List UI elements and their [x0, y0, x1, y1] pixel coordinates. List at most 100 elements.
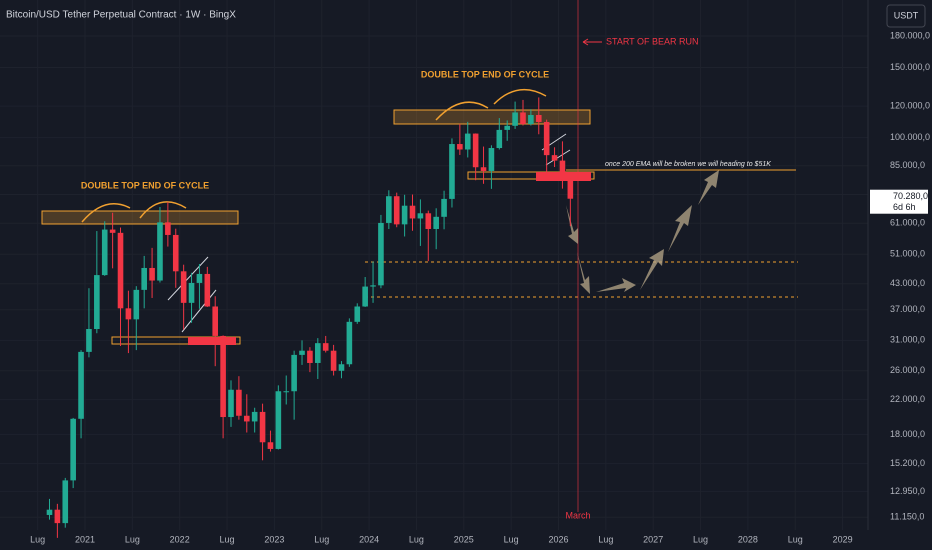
- x-tick-label: Lug: [788, 534, 803, 544]
- candle-body: [283, 391, 290, 393]
- candle-body: [125, 308, 132, 320]
- candle-body: [78, 351, 84, 419]
- x-tick-label: 2028: [738, 534, 758, 544]
- zone-red: [188, 337, 236, 345]
- candle-body: [165, 222, 171, 235]
- x-tick-label: Lug: [314, 534, 329, 544]
- candle-body: [204, 273, 211, 307]
- candle-body: [157, 222, 163, 281]
- arrow: [698, 170, 719, 205]
- candle-body: [188, 282, 195, 303]
- projection-arrows: [566, 170, 719, 294]
- arc: [435, 88, 547, 121]
- y-tick-label: 120.000,0: [890, 101, 930, 111]
- candle-body: [275, 391, 282, 449]
- arrow: [640, 249, 664, 290]
- candles: [46, 97, 574, 538]
- y-tick-label: 37.000,0: [890, 304, 925, 314]
- candle-body: [94, 275, 100, 330]
- candle-body: [354, 306, 361, 322]
- y-tick-label: 180.000,0: [890, 30, 930, 40]
- x-tick-label: 2022: [170, 534, 190, 544]
- x-tick-label: 2024: [359, 534, 379, 544]
- x-tick-label: 2023: [264, 534, 284, 544]
- y-tick-label: 61.000,0: [890, 218, 925, 228]
- currency-label[interactable]: USDT: [894, 10, 919, 20]
- candle-body: [433, 216, 439, 229]
- candle-body: [299, 350, 305, 355]
- chart-title: Bitcoin/USD Tether Perpetual Contract · …: [6, 10, 236, 21]
- candle-body: [543, 121, 550, 156]
- currency-button[interactable]: [886, 4, 926, 28]
- candle-body: [338, 364, 345, 371]
- candle-body: [504, 125, 511, 130]
- x-tick-label: 2026: [548, 534, 568, 544]
- x-tick-label: Lug: [30, 534, 45, 544]
- arrow: [582, 38, 589, 46]
- candle-body: [86, 329, 92, 352]
- countdown: 6d 6h: [893, 202, 916, 212]
- candle-body: [464, 133, 471, 150]
- candle-body: [480, 167, 487, 171]
- y-tick-label: 43.000,0: [890, 278, 925, 288]
- candle-body: [346, 321, 353, 365]
- zone-box: [393, 109, 591, 125]
- candle-body: [149, 267, 155, 281]
- channel: [167, 256, 217, 333]
- candle-body: [101, 229, 108, 276]
- time-axis: Lug 2021 Lug 2022 Lug 2023 Lug 2024 Lug 2025 Lug 20…: [30, 534, 852, 544]
- candle-body: [449, 144, 455, 199]
- candle-body: [425, 213, 432, 229]
- y-tick-label: 51.000,0: [890, 249, 925, 259]
- march-label: March: [565, 510, 590, 520]
- arrow: [596, 278, 636, 292]
- candle-body: [551, 155, 558, 161]
- x-tick-label: 2025: [454, 534, 474, 544]
- arrow: [577, 252, 590, 294]
- annotation: DOUBLE TOP END OF CYCLE: [421, 69, 549, 79]
- candle-body: [228, 389, 234, 418]
- x-tick-label: 2027: [643, 534, 663, 544]
- candle-body: [315, 343, 321, 363]
- y-tick-label: 31.000,0: [890, 335, 925, 345]
- candle-body: [307, 350, 313, 363]
- candle-body: [370, 285, 376, 287]
- x-tick-label: Lug: [693, 534, 708, 544]
- candle-body: [133, 289, 140, 320]
- candle-body: [457, 144, 463, 150]
- candle-body: [528, 115, 534, 125]
- y-tick-label: 100.000,0: [890, 132, 930, 142]
- candle-body: [393, 196, 400, 225]
- candle-body: [441, 198, 447, 217]
- y-tick-label: 26.000,0: [890, 365, 925, 375]
- x-tick-label: 2029: [833, 534, 853, 544]
- candle-body: [109, 229, 116, 233]
- candle-body: [401, 205, 408, 225]
- candle-body: [141, 267, 147, 290]
- x-tick-label: Lug: [220, 534, 235, 544]
- x-tick-label: Lug: [504, 534, 519, 544]
- candle-body: [259, 411, 266, 443]
- zone-box: [467, 171, 595, 180]
- candle-body: [322, 343, 329, 351]
- y-tick-label: 12.950,0: [890, 486, 925, 496]
- arc: [81, 201, 187, 223]
- candle-body: [472, 133, 479, 168]
- candle-body: [62, 480, 69, 524]
- candle-body: [243, 415, 250, 422]
- candle-body: [70, 418, 76, 481]
- y-tick-label: 15.200,0: [890, 458, 925, 468]
- x-tick-label: Lug: [125, 534, 140, 544]
- candle-body: [496, 129, 503, 149]
- candle-body: [488, 148, 495, 171]
- candle-body: [196, 273, 203, 283]
- x-tick-label: Lug: [409, 534, 424, 544]
- arrow: [566, 205, 578, 244]
- candle-body: [251, 411, 258, 422]
- annotation: DOUBLE TOP END OF CYCLE: [81, 180, 209, 190]
- candle-body: [267, 442, 274, 449]
- candle-body: [236, 389, 242, 416]
- candle-body: [330, 350, 337, 371]
